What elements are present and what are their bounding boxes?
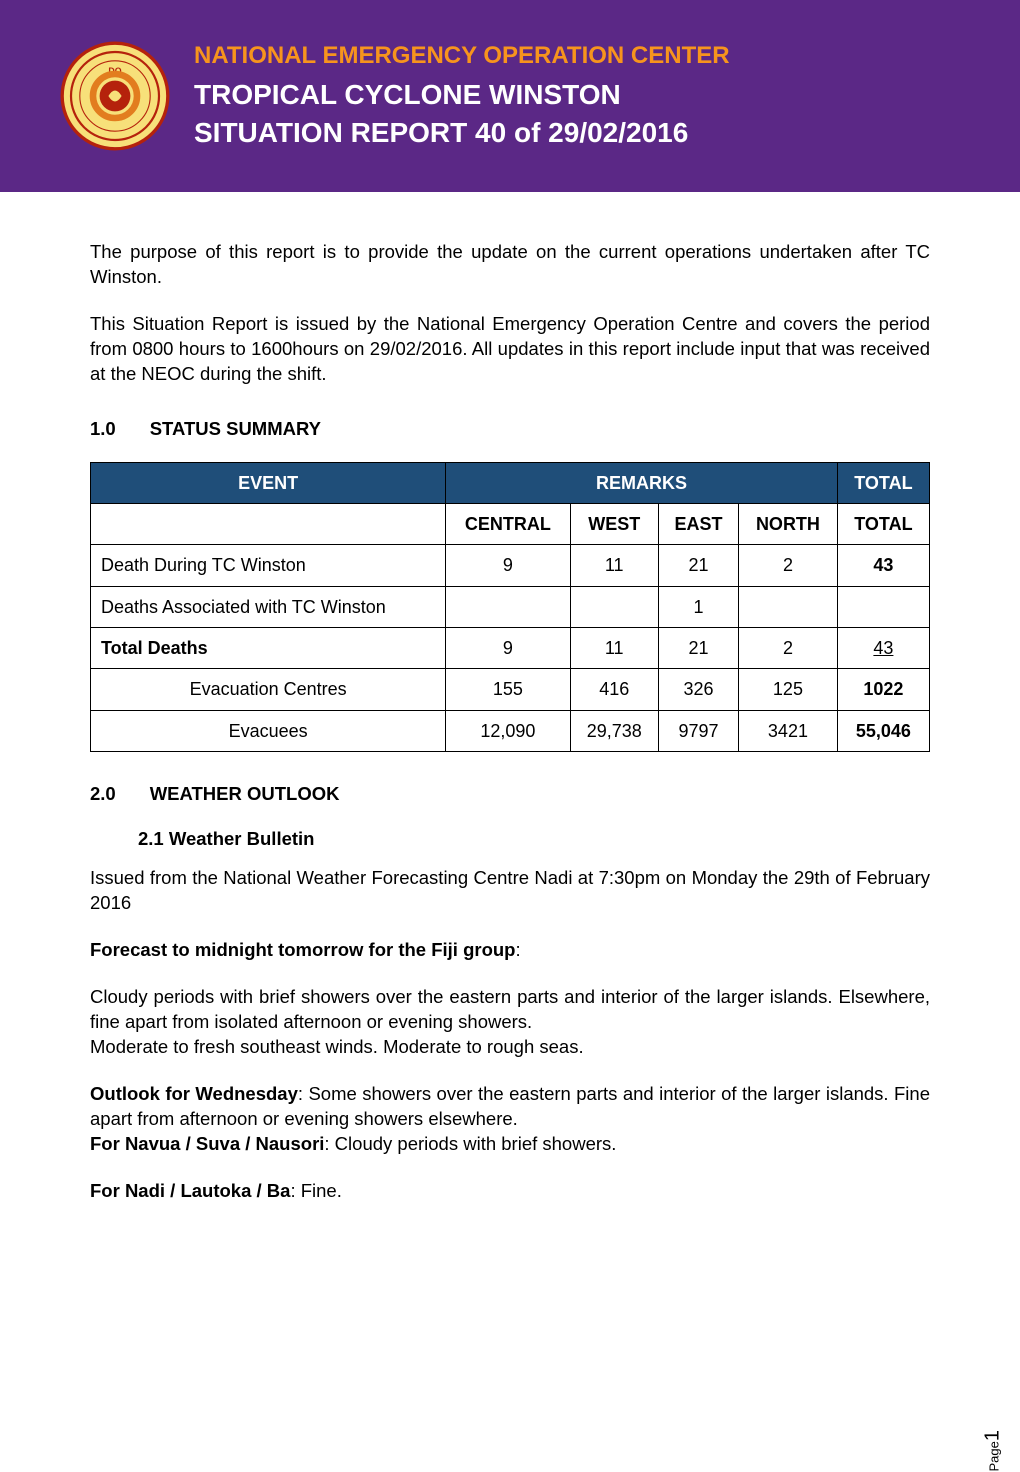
page-number: Page1 <box>963 1407 1005 1430</box>
outlook-head: Outlook for Wednesday <box>90 1083 298 1104</box>
row-west: 29,738 <box>570 710 658 751</box>
section-2-sub: 2.1 Weather Bulletin <box>138 827 930 852</box>
header-text: NATIONAL EMERGENCY OPERATION CENTER TROP… <box>194 40 960 152</box>
logo-badge-icon: DO <box>60 41 170 151</box>
row-label: Deaths Associated with TC Winston <box>91 586 446 627</box>
table-row: Evacuees12,09029,7389797342155,046 <box>91 710 930 751</box>
row-north: 125 <box>739 669 838 710</box>
row-west <box>570 586 658 627</box>
col-event: EVENT <box>91 462 446 503</box>
header-band: DO NATIONAL EMERGENCY OPERATION CENTER T… <box>0 0 1020 192</box>
header-line-1: NATIONAL EMERGENCY OPERATION CENTER <box>194 40 960 72</box>
row-label: Death During TC Winston <box>91 545 446 586</box>
section-1-num: 1.0 <box>90 417 116 442</box>
row-west: 11 <box>570 545 658 586</box>
col-remarks: REMARKS <box>446 462 838 503</box>
row-label: Evacuation Centres <box>91 669 446 710</box>
page-num-value: 1 <box>981 1430 1003 1441</box>
row-north: 2 <box>739 627 838 668</box>
row-west: 416 <box>570 669 658 710</box>
row-north: 3421 <box>739 710 838 751</box>
intro-p2: This Situation Report is issued by the N… <box>90 312 930 387</box>
status-table-body: Death During TC Winston91121243Deaths As… <box>91 545 930 751</box>
col-west: WEST <box>570 504 658 545</box>
row-central: 9 <box>446 545 570 586</box>
col-total2: TOTAL <box>837 504 929 545</box>
section-1-head: 1.0 STATUS SUMMARY <box>90 417 930 442</box>
table-row: Death During TC Winston91121243 <box>91 545 930 586</box>
col-east: EAST <box>658 504 738 545</box>
row-central <box>446 586 570 627</box>
row-label: Total Deaths <box>91 627 446 668</box>
forecast-head-line: Forecast to midnight tomorrow for the Fi… <box>90 938 930 963</box>
row-total: 43 <box>837 627 929 668</box>
page-label: Page <box>986 1441 1001 1471</box>
navua-body: : Cloudy periods with brief showers. <box>324 1133 616 1154</box>
document-body: The purpose of this report is to provide… <box>0 192 1020 1262</box>
nadi-block: For Nadi / Lautoka / Ba: Fine. <box>90 1179 930 1204</box>
row-west: 11 <box>570 627 658 668</box>
row-north: 2 <box>739 545 838 586</box>
outlook-block: Outlook for Wednesday: Some showers over… <box>90 1082 930 1157</box>
section-2-title: WEATHER OUTLOOK <box>150 782 340 807</box>
forecast-head: Forecast to midnight tomorrow for the Fi… <box>90 939 515 960</box>
row-north <box>739 586 838 627</box>
weather-p1: Issued from the National Weather Forecas… <box>90 866 930 916</box>
section-2-num: 2.0 <box>90 782 116 807</box>
navua-head: For Navua / Suva / Nausori <box>90 1133 324 1154</box>
table-row: Deaths Associated with TC Winston 1 <box>91 586 930 627</box>
row-total: 55,046 <box>837 710 929 751</box>
row-total: 43 <box>837 545 929 586</box>
col-total: TOTAL <box>837 462 929 503</box>
col-north: NORTH <box>739 504 838 545</box>
row-east: 9797 <box>658 710 738 751</box>
table-row: Total Deaths91121243 <box>91 627 930 668</box>
section-1-title: STATUS SUMMARY <box>150 417 321 442</box>
intro-p1: The purpose of this report is to provide… <box>90 240 930 290</box>
row-east: 21 <box>658 545 738 586</box>
forecast-body: Cloudy periods with brief showers over t… <box>90 985 930 1060</box>
row-central: 155 <box>446 669 570 710</box>
nadi-body: : Fine. <box>290 1180 341 1201</box>
table-row: Evacuation Centres1554163261251022 <box>91 669 930 710</box>
row-east: 1 <box>658 586 738 627</box>
row-east: 21 <box>658 627 738 668</box>
row-central: 9 <box>446 627 570 668</box>
row-central: 12,090 <box>446 710 570 751</box>
header-line-2: TROPICAL CYCLONE WINSTON <box>194 76 960 114</box>
row-east: 326 <box>658 669 738 710</box>
header-line-3: SITUATION REPORT 40 of 29/02/2016 <box>194 114 960 152</box>
col-central: CENTRAL <box>446 504 570 545</box>
row-total <box>837 586 929 627</box>
row-label: Evacuees <box>91 710 446 751</box>
nadi-head: For Nadi / Lautoka / Ba <box>90 1180 290 1201</box>
col-blank <box>91 504 446 545</box>
row-total: 1022 <box>837 669 929 710</box>
status-table: EVENT REMARKS TOTAL CENTRAL WEST EAST NO… <box>90 462 930 752</box>
section-2-head: 2.0 WEATHER OUTLOOK <box>90 782 930 807</box>
